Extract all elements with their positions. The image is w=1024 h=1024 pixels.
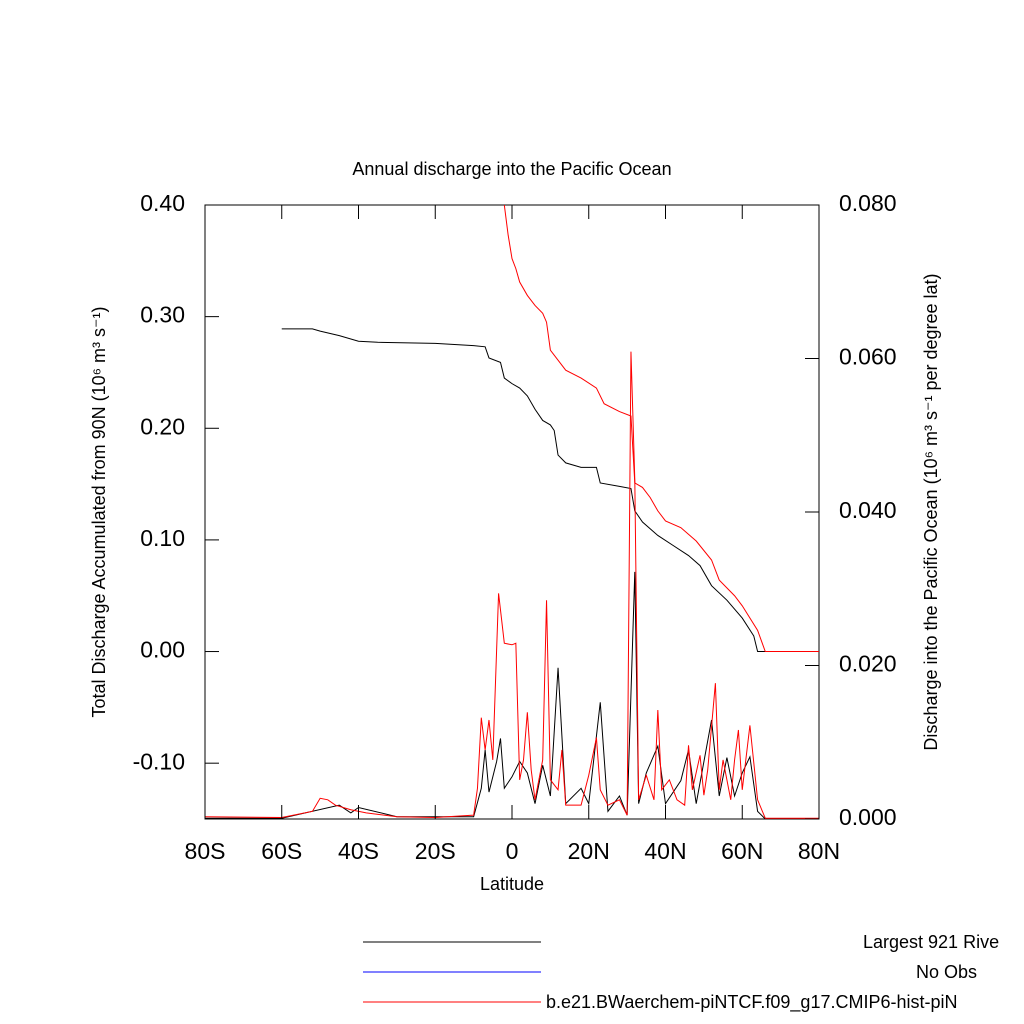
- legend-label: b.e21.BWaerchem-piNTCF.f09_g17.CMIP6-his…: [546, 992, 958, 1013]
- y-tick-label: -0.10: [133, 748, 185, 774]
- y-tick-label: 0.30: [140, 302, 185, 328]
- x-tick-label: 40S: [338, 838, 379, 864]
- data-line: [281, 328, 819, 653]
- x-axis-label: Latitude: [480, 874, 544, 894]
- x-tick-label: 20S: [415, 838, 456, 864]
- y2-tick-label: 0.020: [839, 651, 897, 677]
- y2-tick-label: 0.080: [839, 190, 897, 216]
- legend-label: Largest 921 Rive: [863, 932, 999, 952]
- y2-tick-label: 0.040: [839, 497, 897, 523]
- x-tick-label: 80N: [798, 838, 840, 864]
- y2-axis-label: Discharge into the Pacific Ocean (10⁶ m³…: [921, 273, 941, 750]
- y-tick-label: 0.40: [140, 190, 185, 216]
- x-tick-label: 20N: [568, 838, 610, 864]
- chart-title: Annual discharge into the Pacific Ocean: [352, 159, 671, 179]
- y2-tick-label: 0.060: [839, 344, 897, 370]
- y-tick-label: 0.00: [140, 637, 185, 663]
- x-tick-label: 60N: [721, 838, 763, 864]
- y-tick-label: 0.20: [140, 413, 185, 439]
- x-tick-label: 60S: [261, 838, 302, 864]
- data-line: [205, 571, 819, 819]
- x-tick-label: 80S: [185, 838, 226, 864]
- data-line: [205, 351, 819, 819]
- data-line: [503, 205, 819, 653]
- legend-label: No Obs: [916, 962, 977, 982]
- plot-area: [205, 205, 819, 819]
- y-tick-label: 0.10: [140, 525, 185, 551]
- plot-frame: [204, 204, 820, 820]
- y-axis-label: Total Discharge Accumulated from 90N (10…: [89, 306, 109, 717]
- x-tick-label: 0: [506, 838, 519, 864]
- y2-tick-label: 0.000: [839, 804, 897, 830]
- x-tick-label: 40N: [644, 838, 686, 864]
